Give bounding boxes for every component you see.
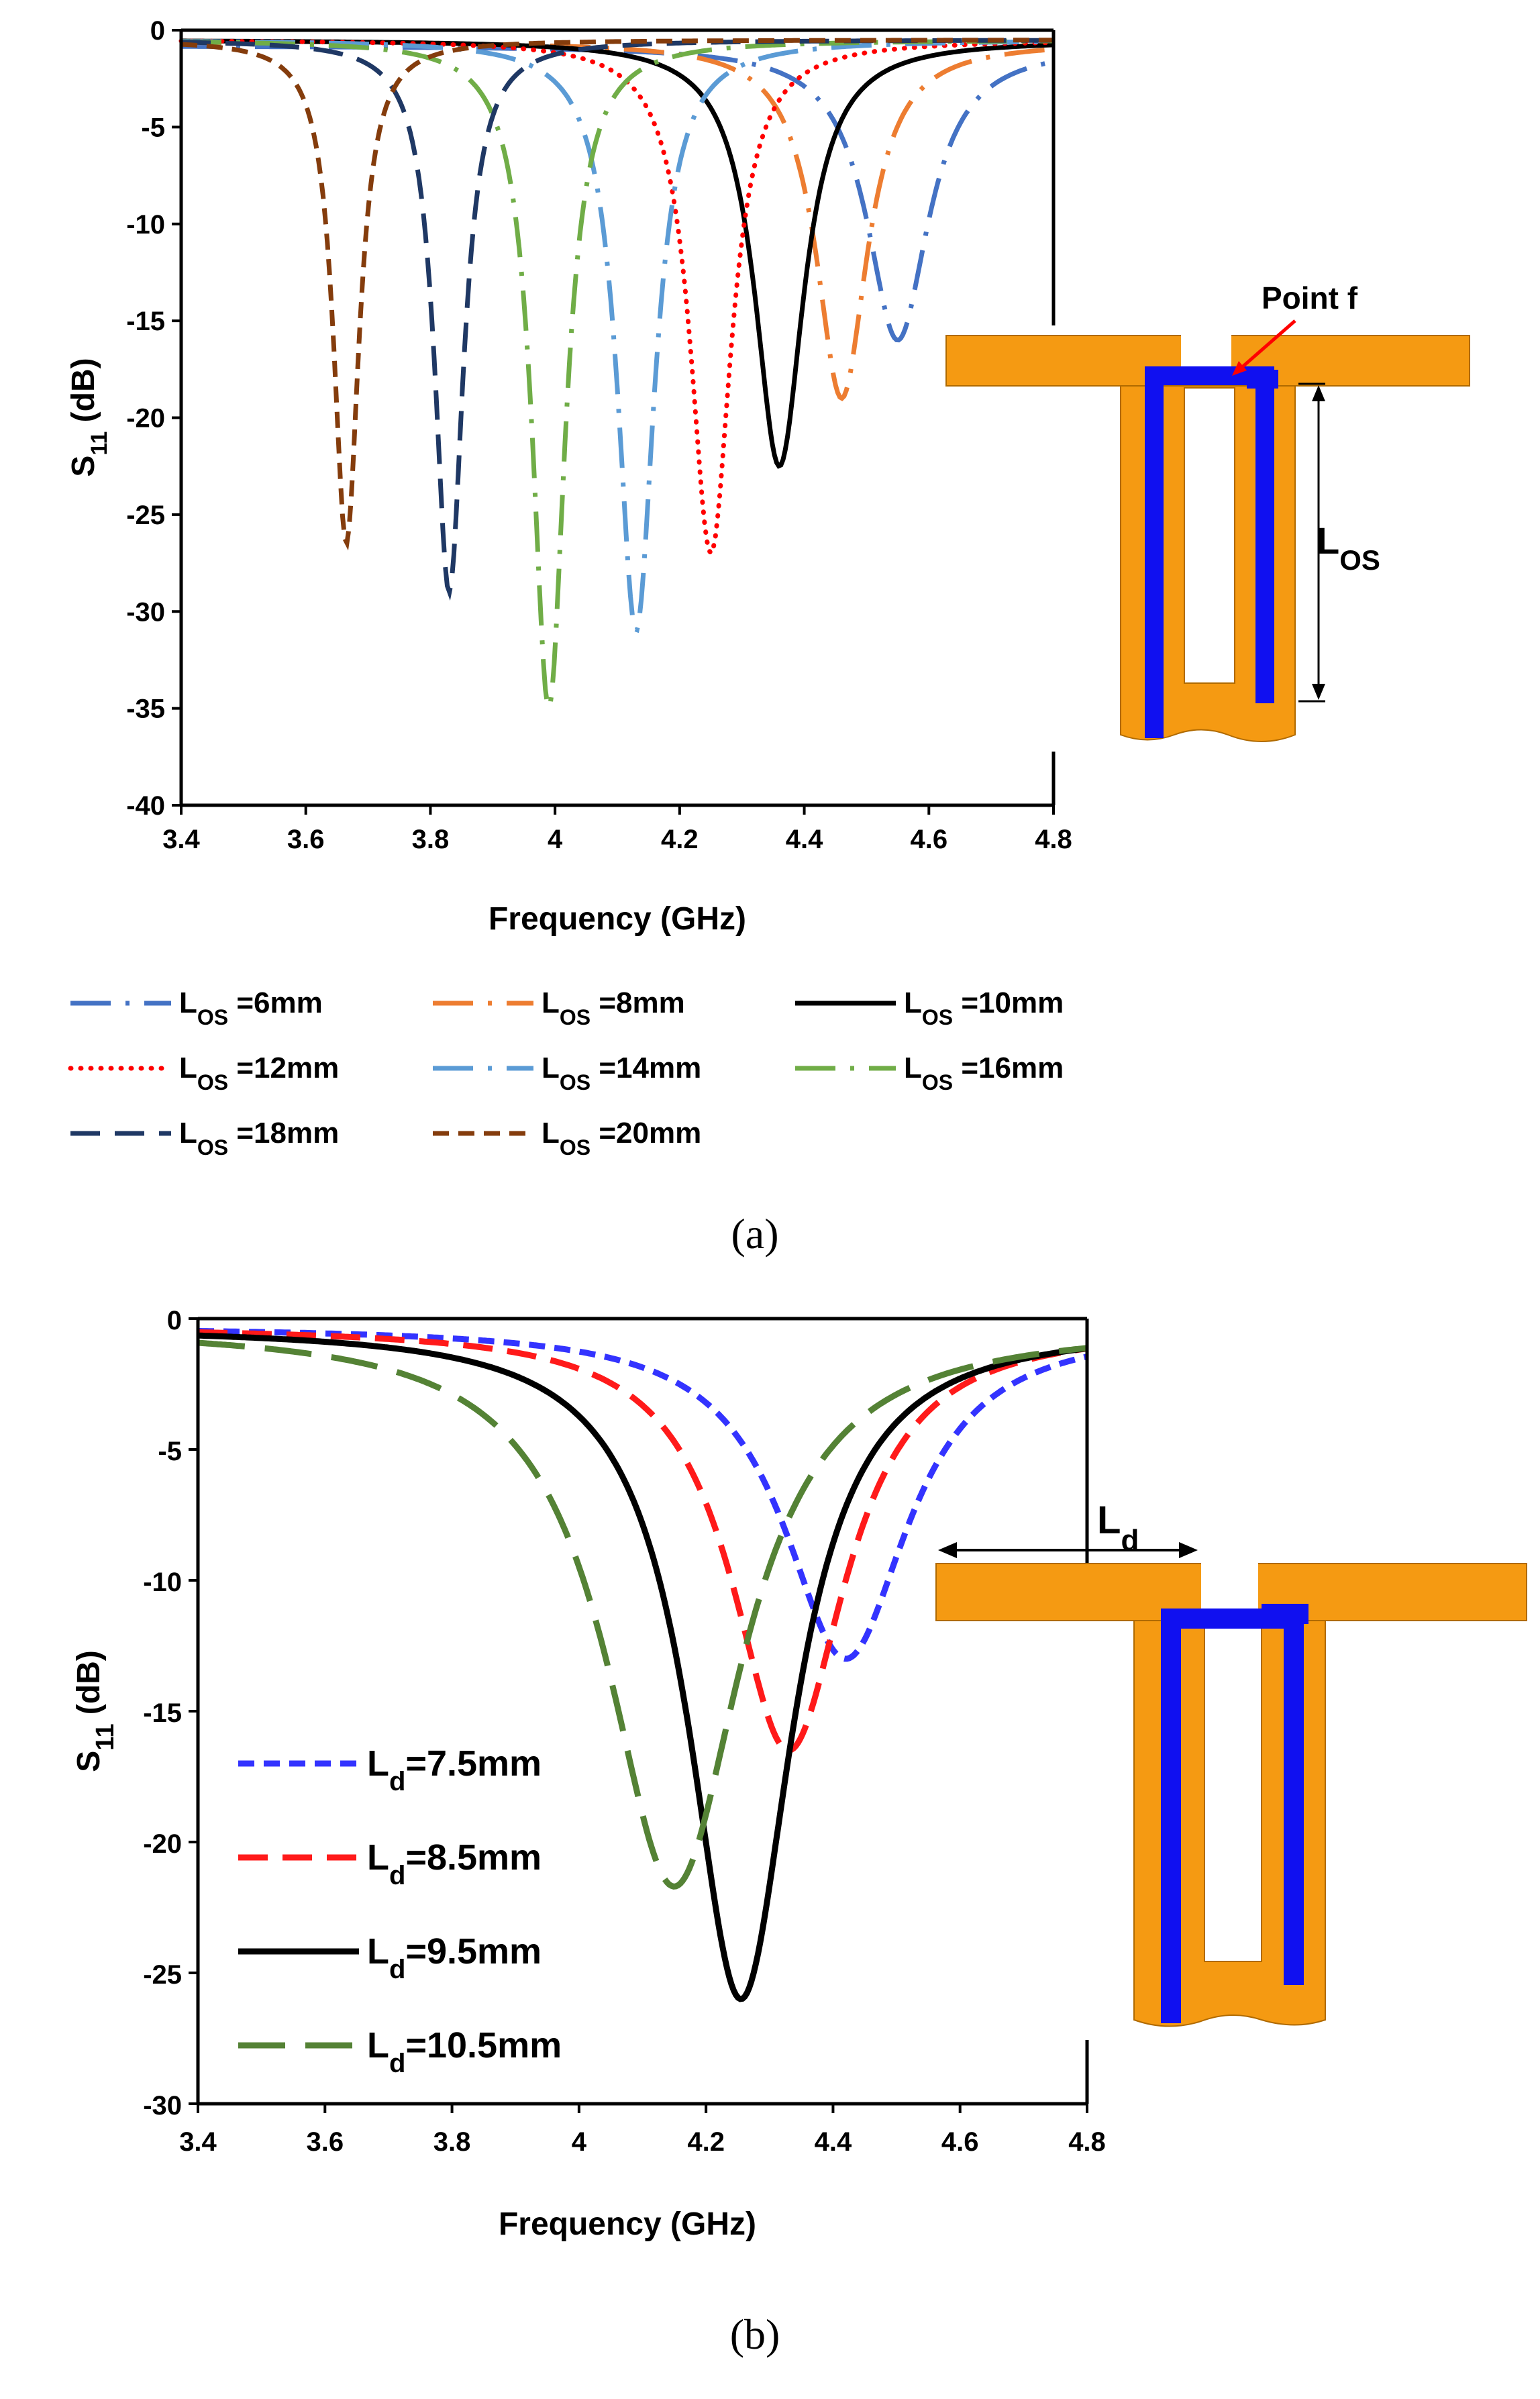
chart-a-x-tick-label: 4.4 [786, 825, 823, 854]
chart-a-y-tick-label: -10 [126, 210, 165, 240]
legend-label-a-1: LOS =8mm [542, 986, 685, 1029]
chart-a-plot-area [181, 30, 1054, 805]
legend-label-a-4: LOS =14mm [542, 1052, 701, 1094]
chart-a-x-tick-label: 3.8 [412, 825, 450, 854]
caption-b: (b) [730, 2310, 780, 2358]
chart-b-x-tick-label: 3.4 [179, 2127, 217, 2157]
chart-b: 0 -5 -10 -15 -20 -25 -30 3.4 3.6 3.8 4 4.2 4.4 4.6 4.… [71, 1306, 1527, 2358]
legend-label-a-6: LOS =18mm [179, 1117, 339, 1160]
series-line-a-2 [181, 38, 1054, 469]
chart-a-y-tick-label: -20 [126, 404, 165, 433]
chart-b-y-tick-label: 0 [167, 1306, 182, 1335]
series-line-b-1 [197, 1329, 1088, 1753]
series-line-b-3 [197, 1339, 1088, 1890]
chart-a-y-axis-label: S11 (dB) [66, 358, 112, 476]
chart-b-y-tick-label: -30 [143, 2091, 182, 2121]
chart-b-y-axis-label: S11 (dB) [71, 1650, 119, 1772]
chart-a-x-tick-label: 3.4 [162, 825, 200, 854]
inset-a-antenna-diagram: Point f LOS [945, 280, 1470, 742]
chart-a-y-tick-label: -30 [126, 597, 165, 627]
chart-a-x-tick-label: 4.8 [1035, 825, 1072, 854]
series-line-a-6 [181, 38, 1054, 601]
chart-b-x-tick-label: 4.4 [815, 2127, 852, 2157]
chart-b-y-tick-label: -5 [158, 1437, 182, 1466]
chart-a-x-tick-label: 4.2 [661, 825, 699, 854]
inset-a-slot-line [1145, 366, 1274, 738]
legend-label-b-0: Ld=7.5mm [367, 1743, 542, 1796]
chart-b-x-tick-label: 4.2 [687, 2127, 725, 2157]
legend-label-a-3: LOS =12mm [179, 1052, 339, 1094]
inset-a-slot-gap [1184, 387, 1235, 684]
chart-a-y-tick-label: 0 [150, 16, 165, 46]
inset-a-point-label: Point f [1262, 280, 1358, 315]
chart-a-x-axis-label: Frequency (GHz) [489, 901, 746, 937]
chart-a-legend: LOS =6mm LOS =8mm LOS =10mm LOS =12mm LOS =1… [68, 986, 1064, 1160]
chart-b-x-tick-label: 4 [572, 2127, 587, 2157]
inset-a-dim-arrow-down [1312, 684, 1325, 700]
legend-label-a-2: LOS =10mm [904, 986, 1064, 1029]
chart-a-y-tick-label: -15 [126, 307, 165, 336]
inset-a-point-arrow [1235, 319, 1296, 374]
series-line-b-0 [198, 1328, 1088, 1662]
inset-b-slot-line [1161, 1609, 1304, 2023]
inset-b-dim-arrow-left [938, 1542, 957, 1558]
inset-b-slot-gap [1204, 1622, 1262, 1962]
series-line-a-3 [178, 38, 1056, 558]
inset-b-dim-arrow-right [1179, 1542, 1198, 1558]
inset-b-antenna-diagram: Ld [935, 1498, 1527, 2027]
legend-label-b-1: Ld=8.5mm [367, 1837, 542, 1890]
chart-b-x-tick-label: 4.8 [1068, 2127, 1106, 2157]
chart-b-y-tick-label: -10 [143, 1568, 182, 1597]
legend-label-a-7: LOS =20mm [542, 1117, 701, 1160]
chart-a: 0 -5 -10 -15 -20 -25 -30 -35 -40 3.4 3.6 3.8 4 4.2 4.… [66, 16, 1470, 1258]
chart-b-x-tick-label: 4.6 [941, 2127, 979, 2157]
chart-a-x-tick-label: 4.6 [910, 825, 947, 854]
chart-b-y-tick-label: -20 [143, 1829, 182, 1859]
chart-a-x-tick-label: 3.6 [287, 825, 325, 854]
chart-b-x-axis-label: Frequency (GHz) [499, 2206, 756, 2242]
chart-b-legend: Ld=7.5mm Ld=8.5mm Ld=9.5mm Ld=10.5mm [238, 1743, 562, 2078]
inset-a-dim-arrow-up [1312, 385, 1325, 401]
chart-b-x-tick-label: 3.8 [433, 2127, 471, 2157]
chart-b-y-tick-label: -15 [143, 1698, 182, 1728]
inset-a-point-arrowhead [1232, 361, 1247, 376]
series-line-a-1 [181, 40, 1054, 402]
legend-label-a-0: LOS =6mm [179, 986, 323, 1029]
chart-a-y-tick-label: -25 [126, 501, 165, 530]
legend-label-a-5: LOS =16mm [904, 1052, 1064, 1094]
chart-a-y-tick-label: -5 [141, 113, 165, 142]
inset-b-length-label: Ld [1097, 1498, 1139, 1557]
series-line-b-2 [197, 1332, 1088, 2002]
series-line-a-7 [181, 38, 1054, 551]
caption-a: (a) [731, 1210, 778, 1258]
legend-label-b-2: Ld=9.5mm [367, 1931, 542, 1984]
chart-b-plot-area [198, 1319, 1087, 2104]
chart-a-y-tick-label: -40 [126, 791, 165, 821]
chart-b-x-tick-label: 3.6 [306, 2127, 344, 2157]
chart-a-y-tick-label: -35 [126, 695, 165, 724]
chart-a-x-tick-label: 4 [548, 825, 563, 854]
chart-b-y-tick-label: -25 [143, 1960, 182, 1990]
legend-label-b-3: Ld=10.5mm [367, 2025, 562, 2078]
inset-a-length-label: LOS [1317, 519, 1380, 576]
